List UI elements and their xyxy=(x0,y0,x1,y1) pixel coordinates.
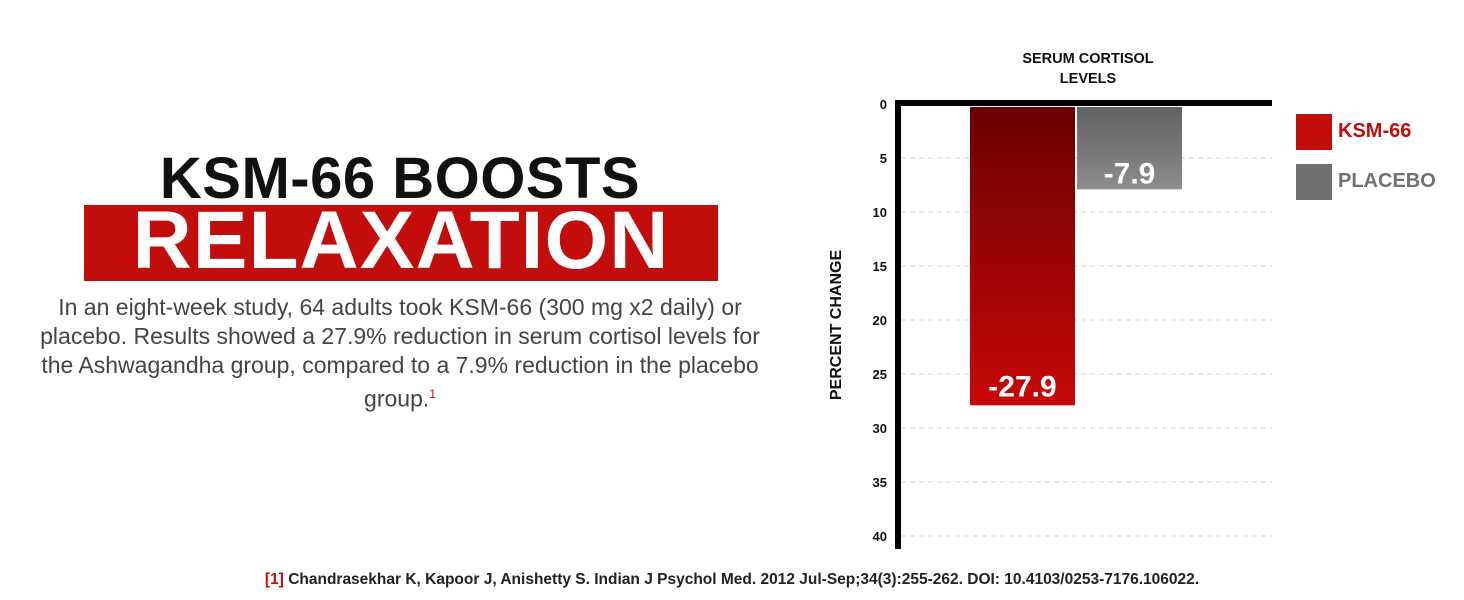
headline-line2: RELAXATION xyxy=(132,195,670,286)
data-label-placebo: -7.9 xyxy=(1104,157,1156,190)
study-description: In an eight-week study, 64 adults took K… xyxy=(30,293,770,414)
bars xyxy=(970,107,1182,406)
y-tick-labels: 0 5 10 15 20 25 30 35 40 xyxy=(873,97,887,544)
citation-text: Chandrasekhar K, Kapoor J, Anishetty S. … xyxy=(288,571,1200,588)
grid-lines xyxy=(901,157,1272,537)
chart-title-line1: SERUM CORTISOL xyxy=(1022,51,1153,67)
y-tick-label-30: 30 xyxy=(873,421,887,436)
data-label-ksm66: -27.9 xyxy=(988,370,1056,403)
legend-label-placebo: PLACEBO xyxy=(1338,170,1436,192)
headline-line1: KSM-66 BOOSTS xyxy=(159,146,641,211)
citation-footnote: [1] Chandrasekhar K, Kapoor J, Anishetty… xyxy=(0,571,1464,589)
headline-band xyxy=(84,205,718,281)
chart-title-line2: LEVELS xyxy=(1060,71,1117,87)
y-tick-label-35: 35 xyxy=(873,475,887,490)
y-axis-line xyxy=(895,100,901,549)
data-labels: -27.9 -7.9 xyxy=(988,157,1155,403)
legend-swatch-placebo xyxy=(1296,164,1332,200)
bar-placebo xyxy=(1077,107,1182,190)
study-description-text: In an eight-week study, 64 adults took K… xyxy=(40,294,760,412)
y-tick-label-20: 20 xyxy=(873,313,887,328)
y-tick-label-5: 5 xyxy=(880,151,887,166)
y-axis-label: PERCENT CHANGE xyxy=(828,250,845,401)
legend-label-ksm66: KSM-66 xyxy=(1338,120,1412,142)
y-tick-label-10: 10 xyxy=(873,205,887,220)
footnote-marker: 1 xyxy=(429,387,436,401)
y-tick-label-40: 40 xyxy=(873,529,887,544)
y-tick-label-0: 0 xyxy=(880,97,887,112)
bar-ksm66 xyxy=(970,107,1075,406)
y-tick-label-25: 25 xyxy=(873,367,887,382)
x-axis-line xyxy=(895,100,1272,106)
y-tick-label-15: 15 xyxy=(873,259,887,274)
citation-marker: [1] xyxy=(264,571,284,588)
legend-swatch-ksm66 xyxy=(1296,114,1332,150)
